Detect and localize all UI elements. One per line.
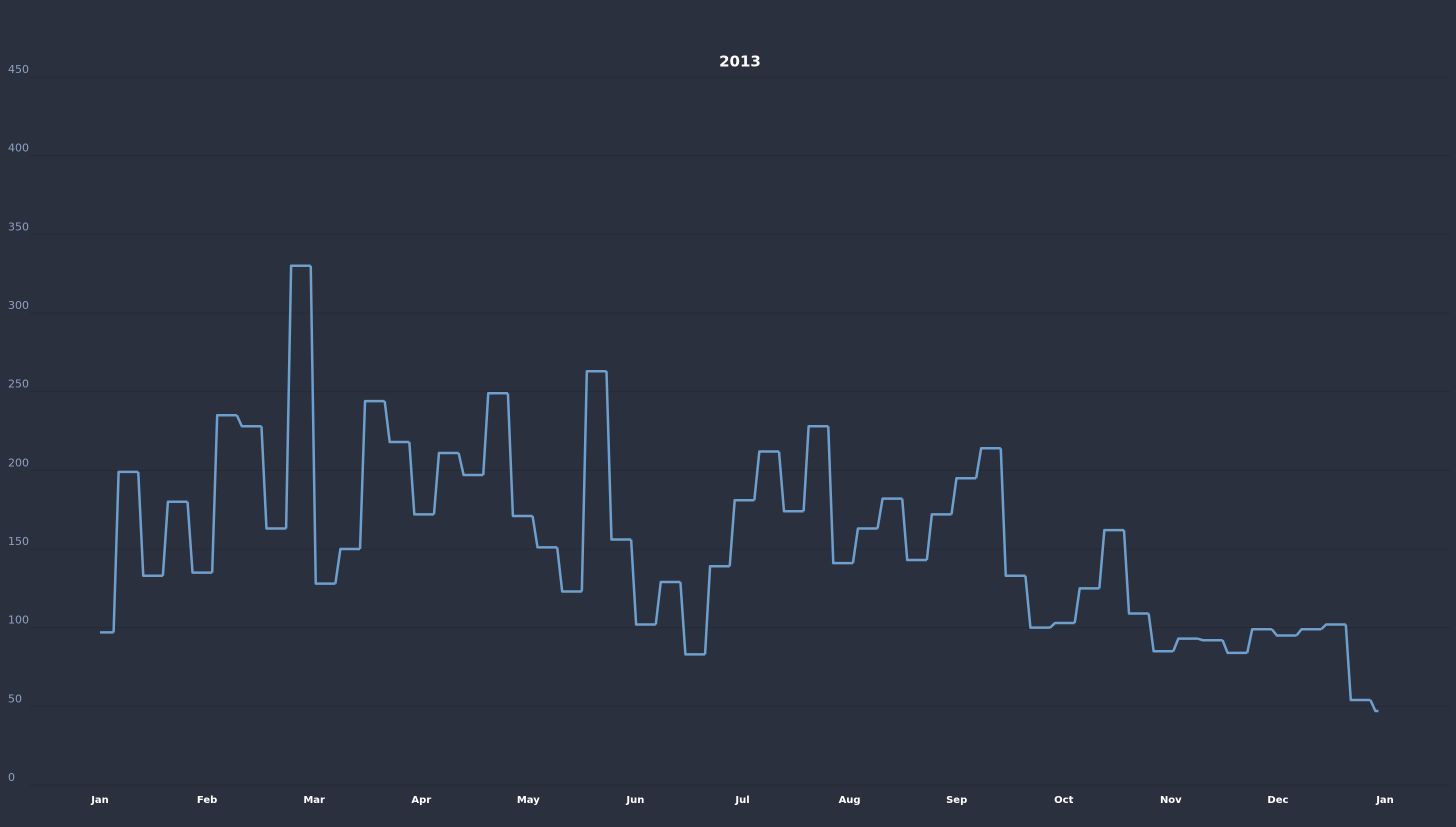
x-tick-label: Jun [625, 795, 644, 806]
line-segment [900, 498, 927, 562]
y-tick-label: 300 [8, 299, 29, 312]
x-tick-label: Mar [303, 795, 325, 806]
y-tick-label: 250 [8, 378, 29, 391]
line-segment [654, 580, 681, 625]
line-segment [679, 581, 706, 656]
line-segment [1073, 587, 1100, 624]
line-segment [309, 265, 336, 585]
line-segment [1344, 624, 1371, 702]
x-tick-label: Oct [1054, 795, 1073, 806]
line-segment [1270, 628, 1297, 637]
line-segment [1320, 623, 1346, 631]
x-tick-label: Aug [839, 795, 861, 806]
y-tick-label: 50 [8, 692, 22, 705]
line-segment [1147, 613, 1174, 653]
x-tick-label: Dec [1267, 795, 1288, 806]
line-segment [161, 500, 188, 576]
line-segment [432, 451, 459, 515]
line-segment [876, 497, 903, 529]
line-segment [531, 515, 558, 549]
x-tick-label: Apr [411, 795, 431, 806]
line-segment [136, 471, 163, 577]
x-tick-label: Jan [1375, 795, 1394, 806]
line-segment [827, 426, 853, 565]
line-segment [802, 425, 829, 512]
y-tick-label: 150 [8, 535, 29, 548]
line-segment [457, 452, 484, 477]
y-tick-label: 450 [8, 63, 29, 76]
line-segment [260, 426, 287, 530]
line-segment [703, 565, 730, 655]
line-segment [506, 393, 533, 518]
line-segment [555, 547, 582, 593]
line-segment [580, 369, 607, 592]
line-segment [753, 450, 779, 501]
x-tick-label: Jan [90, 795, 109, 806]
line-segment [1049, 621, 1075, 629]
line-segment [482, 391, 508, 476]
line-segment [1024, 575, 1051, 629]
line-segment [999, 448, 1026, 577]
line-segment [851, 527, 878, 564]
x-tick-label: Nov [1160, 795, 1182, 806]
line-segment [1172, 637, 1198, 652]
line-segment [186, 501, 213, 574]
line-segment [728, 498, 755, 567]
x-tick-label: Sep [946, 795, 967, 806]
line-segment [605, 371, 632, 541]
line-segment [1098, 528, 1124, 589]
line-segment [408, 441, 434, 516]
line-segment [1221, 639, 1248, 655]
y-tick-label: 350 [8, 220, 29, 233]
line-segment [334, 547, 361, 584]
line-segment [1369, 699, 1379, 713]
line-segment [112, 470, 139, 633]
line-segment [1295, 627, 1322, 637]
line-segment [210, 414, 237, 573]
y-tick-label: 400 [8, 142, 29, 155]
x-tick-label: Feb [197, 795, 217, 806]
y-tick-label: 100 [8, 614, 29, 627]
line-segment [1197, 637, 1223, 642]
line-segment [629, 539, 656, 626]
chart-title: 2013 [719, 53, 761, 71]
line-segment [284, 264, 311, 529]
line-segment [383, 400, 410, 444]
line-segment [358, 399, 385, 550]
x-tick-label: Jul [734, 795, 749, 806]
y-tick-label: 200 [8, 456, 29, 469]
line-segment [235, 414, 262, 428]
y-tick-label: 0 [8, 771, 15, 784]
line-segment [1245, 627, 1272, 654]
line-segment [925, 513, 952, 561]
line-segment [1122, 530, 1149, 615]
line-segment [777, 451, 804, 513]
line-segment [974, 447, 1001, 479]
x-tick-label: May [517, 795, 540, 806]
line-segment [950, 476, 977, 515]
